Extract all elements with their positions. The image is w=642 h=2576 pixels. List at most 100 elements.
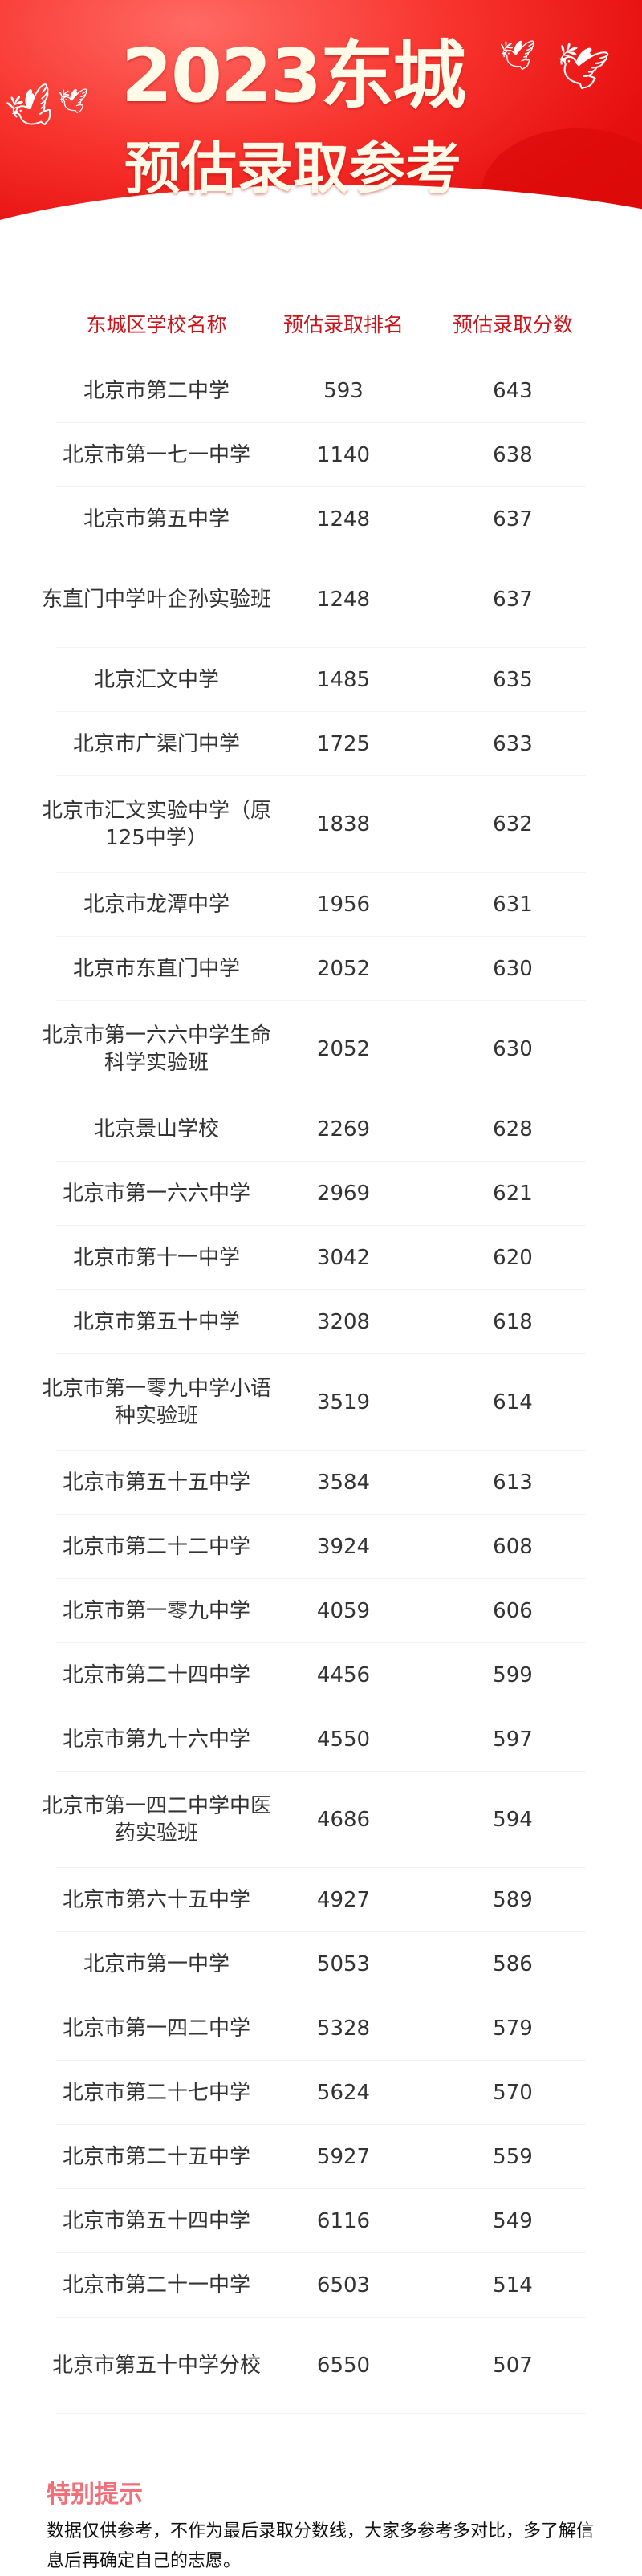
school-name: 北京市第二十七中学 (62, 2080, 250, 2105)
table-row: 北京市第一零九中学 4059 606 (56, 1579, 586, 1643)
school-name: 北京汇文中学 (93, 667, 219, 692)
header-rank: 预估录取排名 (282, 313, 404, 336)
table-row: 北京市第五十四中学 6116 549 (56, 2189, 586, 2253)
rank: 1485 (316, 667, 371, 692)
score: 643 (493, 378, 533, 403)
score: 618 (493, 1309, 533, 1334)
table-row: 北京市第一零九中学小语种实验班 3519 614 (42, 1354, 586, 1451)
table-body: 北京市第二中学 593 643 北京市第一七一中学 1140 638 北京市第五中学 1248… (0, 359, 642, 2414)
school-name: 北京市第一零九中学 (62, 1598, 250, 1623)
school-name: 北京市第十一中学 (72, 1245, 240, 1270)
school-name: 北京市第一七一中学 (62, 442, 250, 467)
score: 637 (493, 507, 533, 531)
rank: 4686 (316, 1807, 371, 1832)
rank: 3208 (316, 1309, 371, 1334)
rank: 5053 (316, 1951, 371, 1976)
school-name: 北京市第一六六中学生命科学实验班 (41, 1023, 271, 1075)
school-name: 北京市第五十中学 (72, 1309, 240, 1334)
school-name: 北京市第二十五中学 (62, 2144, 250, 2169)
table-row: 北京市东直门中学 2052 630 (56, 937, 586, 1001)
rank: 2269 (316, 1117, 371, 1141)
rank: 1140 (316, 442, 371, 467)
score: 599 (493, 1662, 533, 1687)
notice-text: 数据仅供参考，不作为最后录取分数线，大家多参考多对比，多了解信息后再确定自己的志… (47, 2521, 595, 2571)
rank: 1725 (316, 731, 371, 756)
school-name: 北京市第五十中学分校 (51, 2353, 261, 2378)
score: 632 (493, 812, 533, 836)
table-row: 北京市第九十六中学 4550 597 (56, 1707, 586, 1772)
table-row: 北京市第一中学 5053 586 (56, 1932, 586, 1996)
school-name: 北京市第一四二中学 (62, 2016, 250, 2041)
score: 594 (493, 1807, 533, 1832)
score: 559 (493, 2144, 533, 2169)
rank: 1956 (316, 892, 371, 917)
table-row: 北京市第五中学 1248 637 (56, 487, 586, 551)
rank: 3584 (316, 1470, 371, 1495)
school-name: 北京市第五中学 (83, 507, 230, 531)
banner-subtitle: 预估录取参考 (124, 136, 461, 201)
school-name: 北京市第五十四中学 (62, 2208, 250, 2233)
score: 638 (493, 442, 533, 467)
table-row: 北京景山学校 2269 628 (56, 1097, 586, 1162)
score: 613 (493, 1470, 533, 1495)
rank: 593 (323, 378, 364, 403)
score: 630 (493, 1036, 533, 1061)
score: 637 (493, 587, 533, 612)
table-row: 北京市第二十五中学 5927 559 (56, 2125, 586, 2189)
rank: 3519 (316, 1390, 371, 1414)
rank: 1248 (316, 587, 371, 612)
dove-icon: 🕊 (58, 87, 89, 116)
score: 628 (493, 1117, 533, 1141)
school-name: 北京市第二十四中学 (62, 1662, 250, 1687)
school-name: 北京市第二十一中学 (62, 2273, 250, 2297)
banner-title: 2023东城 (120, 33, 466, 119)
score: 507 (493, 2353, 533, 2378)
table-row: 北京市第二十二中学 3924 608 (56, 1515, 586, 1579)
score: 620 (493, 1245, 533, 1270)
rank: 5328 (316, 2016, 371, 2041)
score: 586 (493, 1951, 533, 1976)
table-row: 北京市第十一中学 3042 620 (56, 1226, 586, 1290)
table-row: 北京市第五十五中学 3584 613 (56, 1451, 586, 1515)
score: 631 (493, 892, 533, 917)
score: 579 (493, 2016, 533, 2041)
school-name: 北京市第一六六中学 (62, 1181, 250, 1206)
header-score: 预估录取分数 (452, 313, 573, 336)
table-row: 北京市第一七一中学 1140 638 (56, 423, 586, 487)
dove-icon: 🕊 (499, 39, 536, 72)
score: 633 (493, 731, 533, 756)
header-banner: 🕊 🕊 🕊 🕊 2023东城 预估录取参考 (0, 0, 642, 246)
table-row: 北京市第二十四中学 4456 599 (56, 1643, 586, 1707)
school-name: 北京市第一中学 (83, 1951, 230, 1976)
score: 570 (493, 2080, 533, 2105)
notice-title: 特别提示 (47, 2480, 143, 2509)
score: 621 (493, 1181, 533, 1206)
rank: 5927 (316, 2144, 371, 2169)
table-row: 北京市第五十中学分校 6550 507 (52, 2318, 586, 2414)
rank: 5624 (316, 2080, 371, 2105)
rank: 6550 (316, 2353, 371, 2378)
score: 614 (493, 1390, 533, 1414)
rank: 4456 (316, 1662, 371, 1687)
table-row: 东直门中学叶企孙实验班 1248 637 (42, 551, 586, 648)
score: 635 (493, 667, 533, 692)
rank: 3924 (316, 1534, 371, 1559)
score: 549 (493, 2208, 533, 2233)
score: 606 (493, 1598, 533, 1623)
score: 597 (493, 1727, 533, 1752)
school-name: 北京市汇文实验中学（原125中学） (41, 798, 271, 850)
table-row: 北京市龙潭中学 1956 631 (56, 873, 586, 937)
table-row: 北京市广渠门中学 1725 633 (56, 712, 586, 776)
header-school-name: 东城区学校名称 (86, 313, 227, 336)
score: 630 (493, 956, 533, 981)
table-row: 北京市第一六六中学生命科学实验班 2052 630 (42, 1001, 586, 1097)
rank: 4059 (316, 1598, 371, 1623)
rank: 4550 (316, 1727, 371, 1752)
school-name: 北京市第六十五中学 (62, 1887, 250, 1912)
table-row: 北京市第一四二中学中医药实验班 4686 594 (42, 1772, 586, 1868)
rank: 2052 (316, 956, 371, 981)
school-name: 东直门中学叶企孙实验班 (41, 587, 271, 612)
school-name: 北京市第一四二中学中医药实验班 (41, 1793, 271, 1846)
school-name: 北京市第二十二中学 (62, 1534, 250, 1559)
school-name: 北京景山学校 (93, 1117, 219, 1141)
